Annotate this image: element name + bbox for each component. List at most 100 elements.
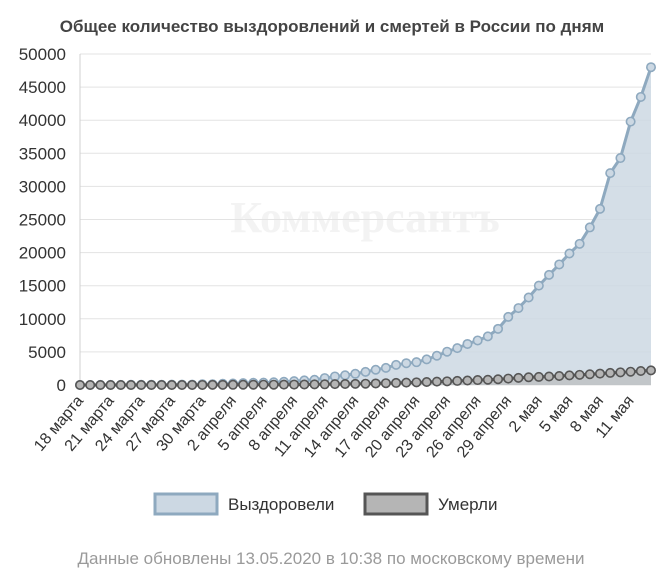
data-point-recovered[interactable] bbox=[564, 248, 575, 259]
data-point-died[interactable] bbox=[503, 373, 514, 384]
data-point-died[interactable] bbox=[187, 379, 198, 390]
data-point-died[interactable] bbox=[360, 378, 371, 389]
data-point-recovered[interactable] bbox=[350, 368, 361, 379]
area-fill-recovered bbox=[80, 67, 651, 386]
data-point-died[interactable] bbox=[462, 375, 473, 386]
data-point-recovered[interactable] bbox=[503, 311, 514, 322]
data-point-died[interactable] bbox=[442, 376, 453, 387]
data-point-died[interactable] bbox=[564, 370, 575, 381]
data-point-died[interactable] bbox=[289, 379, 300, 390]
data-point-died[interactable] bbox=[472, 375, 483, 386]
data-point-died[interactable] bbox=[85, 379, 96, 390]
data-point-died[interactable] bbox=[584, 369, 595, 380]
data-point-recovered[interactable] bbox=[523, 292, 534, 303]
data-point-died[interactable] bbox=[75, 379, 86, 390]
data-point-died[interactable] bbox=[176, 379, 187, 390]
data-point-died[interactable] bbox=[105, 379, 116, 390]
data-point-recovered[interactable] bbox=[421, 354, 432, 365]
data-point-died[interactable] bbox=[207, 379, 218, 390]
data-point-died[interactable] bbox=[401, 377, 412, 388]
data-point-died[interactable] bbox=[391, 377, 402, 388]
data-point-died[interactable] bbox=[411, 377, 422, 388]
data-point-died[interactable] bbox=[319, 379, 330, 390]
data-point-recovered[interactable] bbox=[401, 358, 412, 369]
data-point-died[interactable] bbox=[554, 371, 565, 382]
legend: Выздоровели Умерли bbox=[153, 492, 497, 516]
data-point-died[interactable] bbox=[258, 379, 269, 390]
data-point-recovered[interactable] bbox=[554, 259, 565, 270]
legend-item-died[interactable]: Умерли bbox=[363, 492, 497, 516]
data-point-died[interactable] bbox=[146, 379, 157, 390]
data-point-died[interactable] bbox=[309, 379, 320, 390]
data-point-died[interactable] bbox=[278, 379, 289, 390]
data-point-died[interactable] bbox=[217, 379, 228, 390]
data-point-died[interactable] bbox=[95, 379, 106, 390]
data-point-died[interactable] bbox=[299, 379, 310, 390]
data-point-died[interactable] bbox=[595, 368, 606, 379]
y-tick-label: 50000 bbox=[19, 45, 66, 64]
data-point-died[interactable] bbox=[227, 379, 238, 390]
data-point-died[interactable] bbox=[238, 379, 249, 390]
data-point-died[interactable] bbox=[268, 379, 279, 390]
data-point-recovered[interactable] bbox=[442, 346, 453, 357]
data-point-recovered[interactable] bbox=[411, 357, 422, 368]
data-point-died[interactable] bbox=[544, 371, 555, 382]
data-point-recovered[interactable] bbox=[574, 238, 585, 249]
data-point-recovered[interactable] bbox=[605, 168, 616, 179]
data-point-died[interactable] bbox=[380, 378, 391, 389]
data-point-recovered[interactable] bbox=[482, 331, 493, 342]
data-point-died[interactable] bbox=[452, 375, 463, 386]
data-point-died[interactable] bbox=[523, 372, 534, 383]
data-point-died[interactable] bbox=[136, 379, 147, 390]
data-point-died[interactable] bbox=[340, 379, 351, 390]
data-point-recovered[interactable] bbox=[472, 335, 483, 346]
data-point-died[interactable] bbox=[156, 379, 167, 390]
data-point-recovered[interactable] bbox=[360, 366, 371, 377]
data-point-recovered[interactable] bbox=[431, 350, 442, 361]
data-point-died[interactable] bbox=[605, 367, 616, 378]
data-point-died[interactable] bbox=[350, 378, 361, 389]
legend-item-recovered[interactable]: Выздоровели bbox=[153, 492, 334, 516]
data-point-recovered[interactable] bbox=[452, 343, 463, 354]
data-point-recovered[interactable] bbox=[462, 338, 473, 349]
data-point-recovered[interactable] bbox=[544, 269, 555, 280]
data-point-died[interactable] bbox=[370, 378, 381, 389]
data-point-recovered[interactable] bbox=[533, 280, 544, 291]
data-point-recovered[interactable] bbox=[380, 362, 391, 373]
data-point-recovered[interactable] bbox=[635, 91, 646, 102]
data-point-died[interactable] bbox=[645, 365, 656, 376]
data-point-died[interactable] bbox=[625, 366, 636, 377]
data-point-died[interactable] bbox=[533, 371, 544, 382]
data-point-died[interactable] bbox=[635, 365, 646, 376]
data-point-died[interactable] bbox=[329, 379, 340, 390]
data-point-recovered[interactable] bbox=[513, 303, 524, 314]
data-point-died[interactable] bbox=[125, 379, 136, 390]
data-point-died[interactable] bbox=[421, 376, 432, 387]
legend-swatch-recovered bbox=[153, 492, 219, 516]
data-point-died[interactable] bbox=[482, 374, 493, 385]
data-point-recovered[interactable] bbox=[645, 62, 656, 73]
series-died bbox=[75, 365, 656, 390]
data-point-recovered[interactable] bbox=[584, 222, 595, 233]
data-point-died[interactable] bbox=[115, 379, 126, 390]
y-tick-label: 25000 bbox=[19, 211, 66, 230]
data-point-died[interactable] bbox=[615, 367, 626, 378]
data-point-died[interactable] bbox=[493, 374, 504, 385]
data-point-died[interactable] bbox=[574, 369, 585, 380]
data-point-died[interactable] bbox=[431, 376, 442, 387]
data-point-died[interactable] bbox=[166, 379, 177, 390]
x-tick-label: 5 мая bbox=[537, 393, 577, 436]
data-point-died[interactable] bbox=[513, 372, 524, 383]
data-point-recovered[interactable] bbox=[391, 359, 402, 370]
data-point-died[interactable] bbox=[248, 379, 259, 390]
y-tick-label: 15000 bbox=[19, 277, 66, 296]
data-point-recovered[interactable] bbox=[340, 370, 351, 381]
data-point-recovered[interactable] bbox=[370, 364, 381, 375]
data-point-recovered[interactable] bbox=[625, 116, 636, 127]
data-point-recovered[interactable] bbox=[595, 203, 606, 214]
data-point-recovered[interactable] bbox=[493, 323, 504, 334]
y-tick-label: 5000 bbox=[28, 343, 66, 362]
data-point-died[interactable] bbox=[197, 379, 208, 390]
data-point-recovered[interactable] bbox=[615, 153, 626, 164]
